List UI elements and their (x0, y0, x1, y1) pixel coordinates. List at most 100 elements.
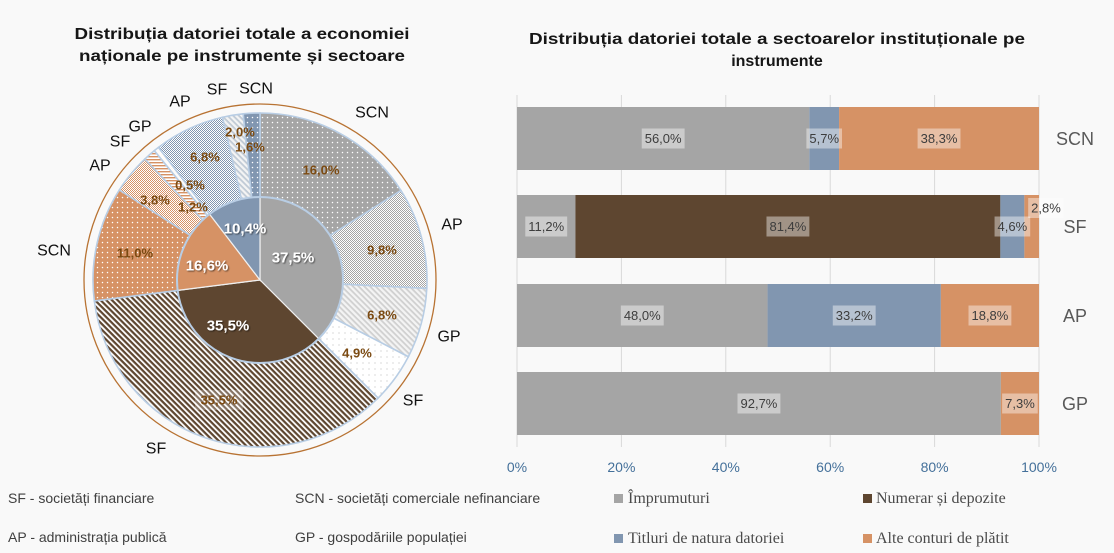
sector-name-label-sf: SF (403, 393, 424, 410)
bar-value-label: 33,2% (836, 308, 873, 323)
category-label-sf: SF (1063, 217, 1086, 237)
bar-segment[interactable] (517, 107, 810, 170)
outer-value-label: 0,5% (175, 178, 205, 193)
legend-swatch (863, 534, 872, 543)
legend-label: Împrumuturi (628, 488, 710, 507)
sector-legend-gp: GP - gospodăriile populației (295, 529, 467, 545)
category-label-ap: AP (1063, 306, 1087, 326)
bar-title: Distribuția datoriei totale a sectoarelo… (529, 31, 1025, 70)
x-tick-label: 60% (816, 459, 844, 475)
outer-value-label: 6,8% (367, 308, 397, 323)
bar-segment[interactable] (575, 195, 1001, 258)
bar-segment[interactable] (809, 107, 840, 170)
bar-value-label-bg (994, 216, 1031, 237)
outer-value-label: 3,8% (140, 193, 170, 208)
bar-segment[interactable] (517, 372, 1001, 435)
bar-segment[interactable] (517, 195, 576, 258)
outer-value-label-bg (195, 390, 243, 410)
bar-value-label-bg (1028, 198, 1064, 218)
bar-value-label: 18,8% (971, 308, 1008, 323)
bar-value-label: 38,3% (921, 131, 958, 146)
sector-name-label-gp: GP (437, 329, 460, 346)
stacked-bar-chart: 56,0% 5,7% 38,3% 11,2% 81,4% 4,6%2,8% 48,0% 33,… (516, 95, 1064, 447)
category-labels: SCN SF AP GP (1056, 129, 1094, 414)
bar-value-label: 81,4% (769, 219, 806, 234)
bar-value-label: 11,2% (528, 219, 564, 234)
sector-name-label-sf: SF (146, 441, 167, 458)
outer-value-label: 6,8% (190, 150, 220, 165)
bar-value-label-bg (1002, 393, 1038, 414)
bar-segment[interactable] (1000, 372, 1039, 435)
bar-value-label: 7,3% (1005, 396, 1035, 411)
legend-item-numerar[interactable]: Numerar și depozite (863, 490, 1006, 507)
legend-item-imprumuturi[interactable]: Împrumuturi (614, 488, 710, 507)
bar-segment[interactable] (839, 107, 1039, 170)
legend-label: Numerar și depozite (876, 490, 1006, 507)
category-label-gp: GP (1062, 394, 1088, 414)
outer-value-label: 1,6% (235, 140, 265, 155)
outer-value-label: 35,5% (201, 393, 238, 408)
bar-value-label: 92,7% (741, 396, 778, 411)
inner-pie-outline (176, 196, 344, 364)
sector-legend: SF - societăți financiare SCN - societăț… (8, 490, 540, 545)
sector-name-label-ap: AP (441, 217, 462, 234)
bar-value-labels: 56,0% 5,7% 38,3% 11,2% 81,4% 4,6%2,8% 48,0% 33,… (525, 128, 1064, 414)
x-tick-label: 100% (1021, 459, 1057, 475)
legend-swatch (614, 494, 623, 503)
x-tick-label: 0% (507, 459, 527, 475)
bar-row-gp (517, 372, 1039, 435)
bar-segment[interactable] (1000, 195, 1025, 258)
bar-value-label-bg (832, 305, 876, 326)
x-tick-label: 20% (607, 459, 635, 475)
bar-row-ap (517, 284, 1039, 347)
bar-segment[interactable] (767, 284, 941, 347)
sector-name-label-ap: AP (89, 158, 110, 175)
bar-row-sf (517, 195, 1039, 258)
nested-doughnut-chart: 16,0% SCN 9,8% AP 6,8% GP 4,9% SF 35,5% SF 11,0% SC… (37, 81, 463, 458)
sector-legend-sf: SF - societăți financiare (8, 490, 154, 506)
pie-title: Distribuția datoriei totale a economiei … (75, 26, 410, 65)
inner-value-label: 10,4% (224, 220, 267, 237)
bar-legend: Împrumuturi Numerar și depozite Titluri … (614, 488, 1009, 547)
legend-label: Titluri de natura datoriei (628, 530, 785, 547)
legend-item-alte[interactable]: Alte conturi de plătit (863, 530, 1009, 547)
bar-segment[interactable] (517, 284, 768, 347)
bar-row-scn (517, 107, 1039, 170)
sector-name-label-gp: GP (128, 119, 151, 136)
sector-name-label-scn: SCN (239, 81, 273, 98)
sector-name-label-scn: SCN (355, 105, 389, 122)
x-axis-ticks: 0% 20% 40% 60% 80% 100% (507, 459, 1057, 475)
category-label-scn: SCN (1056, 129, 1094, 149)
outer-value-label: 4,9% (342, 346, 372, 361)
bar-value-label-bg (525, 216, 568, 237)
outer-value-label: 11,0% (117, 246, 154, 261)
x-tick-label: 40% (712, 459, 740, 475)
inner-value-label: 37,5% (272, 249, 315, 266)
outer-value-label: 16,0% (303, 163, 340, 178)
bar-value-label: 4,6% (998, 219, 1028, 234)
sector-name-label-sf: SF (207, 82, 228, 99)
bar-value-label: 2,8% (1031, 201, 1061, 216)
legend-label: Alte conturi de plătit (876, 530, 1009, 547)
inner-value-label: 35,5% (207, 317, 250, 334)
legend-item-titluri[interactable]: Titluri de natura datoriei (614, 530, 785, 547)
bar-segment[interactable] (940, 284, 1039, 347)
sector-legend-scn: SCN - societăți comerciale nefinanciare (295, 490, 540, 506)
x-tick-label: 80% (921, 459, 949, 475)
bar-title-line-1: Distribuția datoriei totale a sectoarelo… (529, 31, 1025, 48)
bar-value-label: 56,0% (645, 131, 682, 146)
bar-value-label-bg (641, 128, 685, 149)
bar-title-line-2: instrumente (731, 53, 823, 70)
pie-title-line-1: Distribuția datoriei totale a economiei (75, 26, 410, 43)
bar-segment[interactable] (1024, 195, 1039, 258)
bar-value-label-bg (968, 305, 1012, 326)
bar-value-label-bg (806, 128, 843, 149)
outer-value-label: 1,2% (178, 200, 208, 215)
bar-value-label-bg (737, 393, 781, 414)
inner-pie (176, 196, 344, 364)
sector-name-label-sf: SF (110, 134, 131, 151)
pie-title-line-2: naționale pe instrumente și sectoare (79, 48, 405, 65)
legend-swatch (614, 534, 623, 543)
outer-value-label: 2,0% (225, 125, 255, 140)
inner-value-label: 16,6% (186, 257, 229, 274)
